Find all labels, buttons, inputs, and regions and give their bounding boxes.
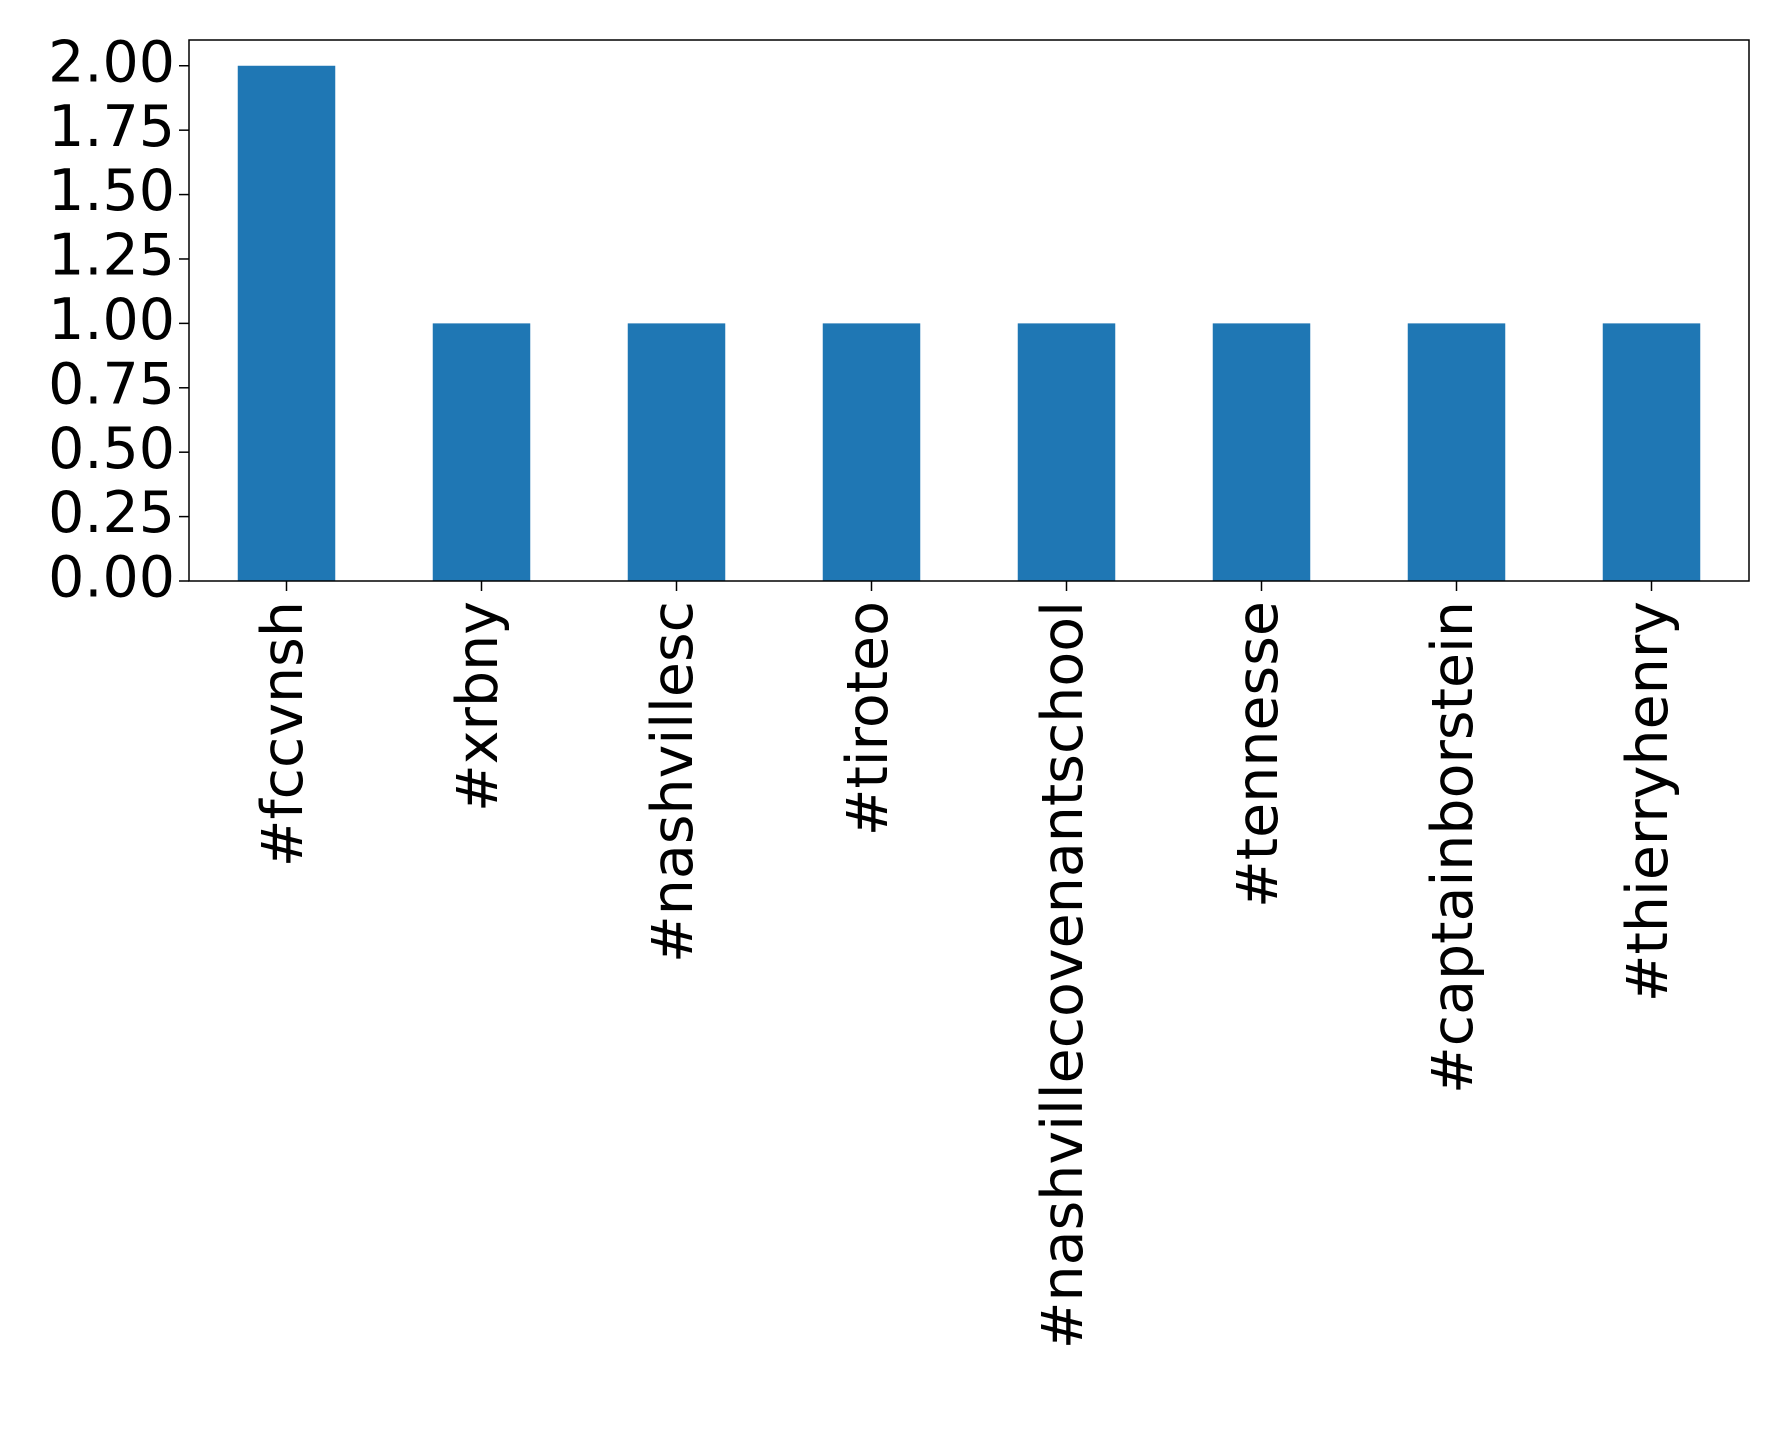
bar xyxy=(237,65,336,581)
x-tick-label: #nashvillesc xyxy=(640,601,706,963)
y-tick-label: 2.00 xyxy=(48,29,175,95)
plot-frame xyxy=(188,39,1750,582)
x-tick-label: #nashvillecovenantschool xyxy=(1030,601,1096,1349)
x-tick-label: #fccvnsh xyxy=(250,601,316,867)
y-tick-label: 0.75 xyxy=(48,351,175,417)
x-tick-label: #captainborstein xyxy=(1420,601,1486,1094)
y-tick-label: 1.00 xyxy=(48,287,175,353)
x-tick-label: #xrbny xyxy=(445,601,511,812)
bar xyxy=(432,323,531,581)
bar xyxy=(1017,323,1116,581)
y-tick-label: 1.25 xyxy=(48,223,175,289)
y-tick-label: 0.50 xyxy=(48,416,175,482)
bar xyxy=(1407,323,1506,581)
bar xyxy=(627,323,726,581)
x-tick-label: #thierryhenry xyxy=(1615,601,1681,1002)
x-tick-label: #tennesse xyxy=(1225,601,1291,908)
x-tick-label: #tiroteo xyxy=(835,601,901,836)
bar xyxy=(1212,323,1311,581)
y-tick-label: 1.50 xyxy=(48,158,175,224)
y-tick-label: 0.00 xyxy=(48,545,175,611)
bar xyxy=(822,323,921,581)
y-tick-label: 0.25 xyxy=(48,480,175,546)
bar xyxy=(1602,323,1701,581)
y-tick-label: 1.75 xyxy=(48,94,175,160)
